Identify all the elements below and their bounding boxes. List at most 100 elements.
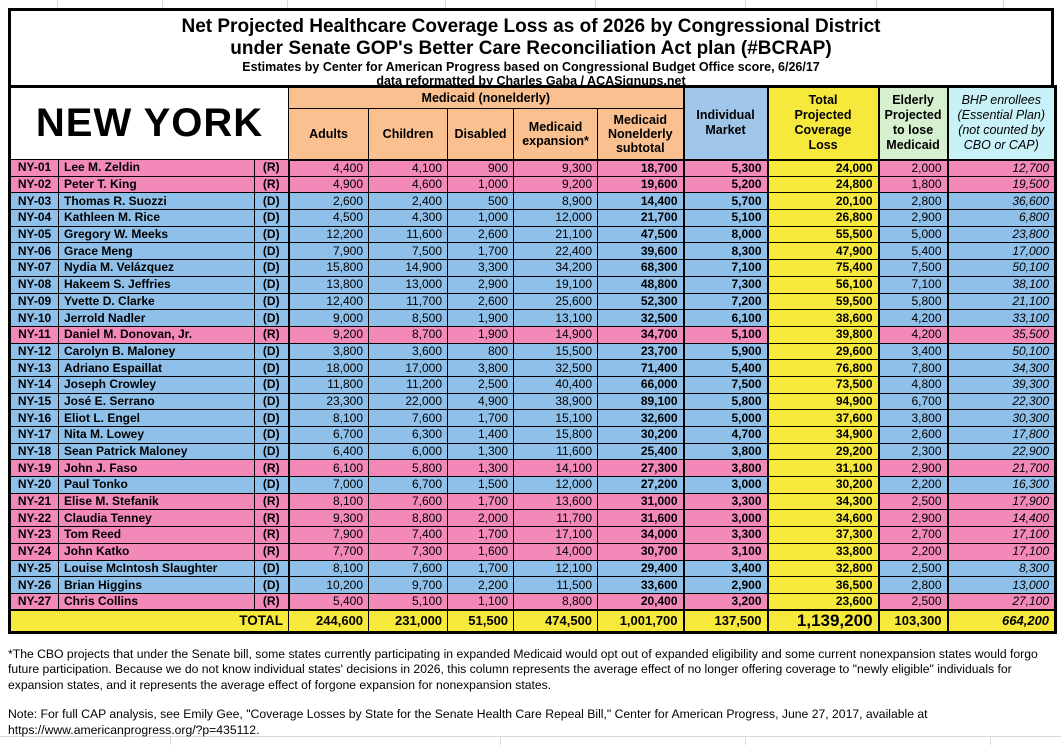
medicaid-subtotal-cell: 39,600 xyxy=(597,242,685,261)
table-row: NY-27 Chris Collins (R) 5,400 5,100 1,100 8,80… xyxy=(9,592,1057,611)
table-row: NY-02 Peter T. King (R) 4,900 4,600 1,000 9,20… xyxy=(9,175,1057,194)
disabled-cell: 2,200 xyxy=(447,576,515,594)
adults-cell: 4,400 xyxy=(288,159,370,177)
cbo-footnote: *The CBO projects that under the Senate … xyxy=(8,646,1038,692)
gridline xyxy=(170,736,171,745)
disabled-cell: 3,800 xyxy=(447,359,515,377)
district-cell: NY-07 xyxy=(9,259,59,277)
table-row: NY-05 Gregory W. Meeks (D) 12,200 11,600 2,60… xyxy=(9,225,1057,244)
table-row: NY-04 Kathleen M. Rice (D) 4,500 4,300 1,000 1… xyxy=(9,209,1057,227)
district-cell: NY-01 xyxy=(9,159,59,177)
rep-name-cell: Joseph Crowley xyxy=(58,375,255,394)
district-cell: NY-26 xyxy=(9,576,59,594)
bhp-enrollees-cell: 21,100 xyxy=(946,292,1057,311)
medicaid-expansion-cell: 32,500 xyxy=(513,359,599,377)
total-loss-cell: 94,900 xyxy=(766,392,880,411)
medicaid-subtotal-cell: 19,600 xyxy=(597,175,685,194)
total-loss-cell: 47,900 xyxy=(766,242,880,261)
district-cell: NY-22 xyxy=(9,509,59,528)
party-cell: (D) xyxy=(253,225,290,244)
medicaid-subtotal-cell: 27,300 xyxy=(597,459,685,478)
medicaid-expansion-cell: 8,900 xyxy=(513,192,599,211)
state-name: NEW YORK xyxy=(8,86,290,160)
party-cell: (R) xyxy=(253,492,290,511)
medicaid-expansion-cell: 13,600 xyxy=(513,492,599,511)
adults-cell: 5,400 xyxy=(288,592,370,611)
party-cell: (D) xyxy=(253,559,290,578)
disabled-cell: 1,600 xyxy=(447,542,515,561)
disabled-cell: 500 xyxy=(447,192,515,211)
table-row: NY-22 Claudia Tenney (R) 9,300 8,800 2,000 11,… xyxy=(9,509,1057,528)
rep-name-cell: Yvette D. Clarke xyxy=(58,292,255,311)
adults-cell: 18,000 xyxy=(288,359,370,377)
total-loss-cell: 34,600 xyxy=(766,509,880,528)
table-row: NY-21 Elise M. Stefanik (R) 8,100 7,600 1,700… xyxy=(9,492,1057,511)
district-cell: NY-18 xyxy=(9,442,59,461)
individual-market-cell: 3,000 xyxy=(682,509,769,528)
total-loss-cell: 24,800 xyxy=(766,175,880,194)
disabled-cell: 1,900 xyxy=(447,309,515,327)
district-cell: NY-08 xyxy=(9,275,59,294)
party-cell: (R) xyxy=(253,542,290,561)
medicaid-subtotal-cell: 31,000 xyxy=(597,492,685,511)
total-loss-cell: 24,000 xyxy=(766,159,880,177)
medicaid-expansion-cell: 38,900 xyxy=(513,392,599,411)
gridline xyxy=(595,0,596,8)
medicaid-expansion-cell: 40,400 xyxy=(513,375,599,394)
column-header-elderly-medicaid: Elderly Projected to lose Medicaid xyxy=(877,86,949,161)
total-loss-cell: 36,500 xyxy=(766,576,880,594)
elderly-medicaid-cell: 2,900 xyxy=(877,459,949,478)
bhp-enrollees-cell: 12,700 xyxy=(946,159,1057,177)
party-cell: (D) xyxy=(253,292,290,311)
table-row: NY-07 Nydia M. Velázquez (D) 15,800 14,900 3,… xyxy=(9,259,1057,277)
spreadsheet-table: Net Projected Healthcare Coverage Loss a… xyxy=(8,8,1058,752)
column-header-children: Children xyxy=(368,108,449,161)
total-children: 231,000 xyxy=(368,609,449,633)
rep-name-cell: Gregory W. Meeks xyxy=(58,225,255,244)
adults-cell: 3,800 xyxy=(288,342,370,361)
individual-market-cell: 5,700 xyxy=(682,192,769,211)
elderly-medicaid-cell: 2,000 xyxy=(877,159,949,177)
individual-market-cell: 7,300 xyxy=(682,275,769,294)
children-cell: 8,800 xyxy=(368,509,449,528)
district-cell: NY-21 xyxy=(9,492,59,511)
individual-market-cell: 3,800 xyxy=(682,442,769,461)
table-row: NY-15 José E. Serrano (D) 23,300 22,000 4,900… xyxy=(9,392,1057,411)
individual-market-cell: 7,200 xyxy=(682,292,769,311)
column-header-medicaid-subtotal: Medicaid Nonelderly subtotal xyxy=(597,108,685,161)
table-row: NY-08 Hakeem S. Jeffries (D) 13,800 13,000 2,… xyxy=(9,275,1057,294)
page-title-line1: Net Projected Healthcare Coverage Loss a… xyxy=(181,16,881,37)
elderly-medicaid-cell: 1,800 xyxy=(877,175,949,194)
rep-name-cell: Daniel M. Donovan, Jr. xyxy=(58,325,255,344)
adults-cell: 6,100 xyxy=(288,459,370,478)
individual-market-cell: 6,100 xyxy=(682,309,769,327)
elderly-medicaid-cell: 2,800 xyxy=(877,576,949,594)
individual-market-cell: 5,100 xyxy=(682,325,769,344)
bhp-enrollees-cell: 17,100 xyxy=(946,526,1057,544)
gridline xyxy=(745,736,746,745)
medicaid-subtotal-cell: 31,600 xyxy=(597,509,685,528)
children-cell: 7,300 xyxy=(368,542,449,561)
disabled-cell: 1,100 xyxy=(447,592,515,611)
children-cell: 11,600 xyxy=(368,225,449,244)
medicaid-subtotal-cell: 48,800 xyxy=(597,275,685,294)
column-header-total-coverage-loss: Total Projected Coverage Loss xyxy=(766,86,880,161)
total-loss-cell: 34,900 xyxy=(766,426,880,444)
header-group-row: NEW YORK Medicaid (nonelderly) Individua… xyxy=(8,86,1057,161)
elderly-medicaid-cell: 4,200 xyxy=(877,309,949,327)
adults-cell: 7,000 xyxy=(288,476,370,494)
district-cell: NY-13 xyxy=(9,359,59,377)
medicaid-expansion-cell: 12,000 xyxy=(513,476,599,494)
district-cell: NY-16 xyxy=(9,409,59,427)
medicaid-expansion-cell: 25,600 xyxy=(513,292,599,311)
gridline xyxy=(745,0,746,8)
party-cell: (R) xyxy=(253,459,290,478)
total-loss-cell: 39,800 xyxy=(766,325,880,344)
elderly-medicaid-cell: 2,900 xyxy=(877,209,949,227)
bhp-enrollees-cell: 8,300 xyxy=(946,559,1057,578)
party-cell: (D) xyxy=(253,259,290,277)
bhp-enrollees-cell: 21,700 xyxy=(946,459,1057,478)
bhp-enrollees-cell: 16,300 xyxy=(946,476,1057,494)
elderly-medicaid-cell: 4,800 xyxy=(877,375,949,394)
medicaid-subtotal-cell: 32,600 xyxy=(597,409,685,427)
